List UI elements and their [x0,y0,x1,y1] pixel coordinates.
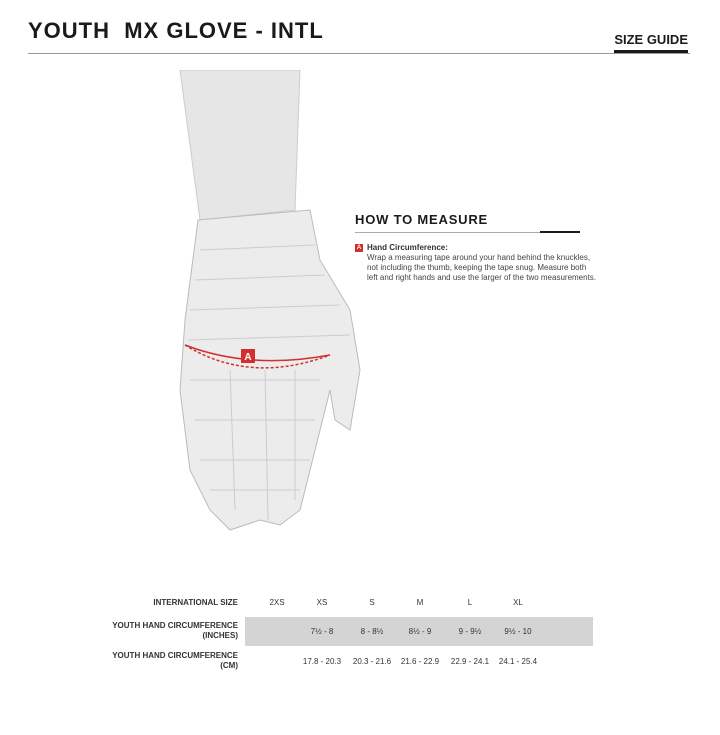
table-cell: 8 - 8½ [360,627,384,636]
table-row-band [245,617,593,646]
table-cell: 20.3 - 21.6 [352,657,392,666]
divider [28,53,690,54]
table-cell: 17.8 - 20.3 [302,657,342,666]
size-guide-tab[interactable]: SIZE GUIDE [614,32,688,53]
table-cell: M [416,598,424,607]
table-cell: 8½ - 9 [408,627,432,636]
measure-item-title: Hand Circumference: [367,243,448,252]
table-cell: L [467,598,473,607]
row-label: INTERNATIONAL SIZE [153,598,238,607]
measure-marker: A [244,352,251,363]
table-cell: XL [513,598,523,607]
divider [355,232,580,233]
measure-badge: A [355,244,363,252]
divider-accent [540,231,580,233]
measure-item-text: Wrap a measuring tape around your hand b… [367,253,597,282]
page-title: YOUTH MX GLOVE - INTL [28,18,324,43]
table-cell: S [369,598,375,607]
table-cell: 22.9 - 24.1 [450,657,490,666]
how-to-measure-heading: HOW TO MEASURE [355,212,489,227]
table-cell: 9½ - 10 [504,627,532,636]
table-cell: 9 - 9½ [458,627,482,636]
row-label: YOUTH HAND CIRCUMFERENCE (CM) [112,651,238,670]
glove-illustration: A [179,70,361,531]
table-cell: 2XS [269,598,285,607]
table-cell: 7½ - 8 [310,627,334,636]
table-cell: XS [316,598,328,607]
table-cell: 21.6 - 22.9 [400,657,440,666]
table-cell: 24.1 - 25.4 [498,657,538,666]
row-label: YOUTH HAND CIRCUMFERENCE (INCHES) [112,621,238,640]
